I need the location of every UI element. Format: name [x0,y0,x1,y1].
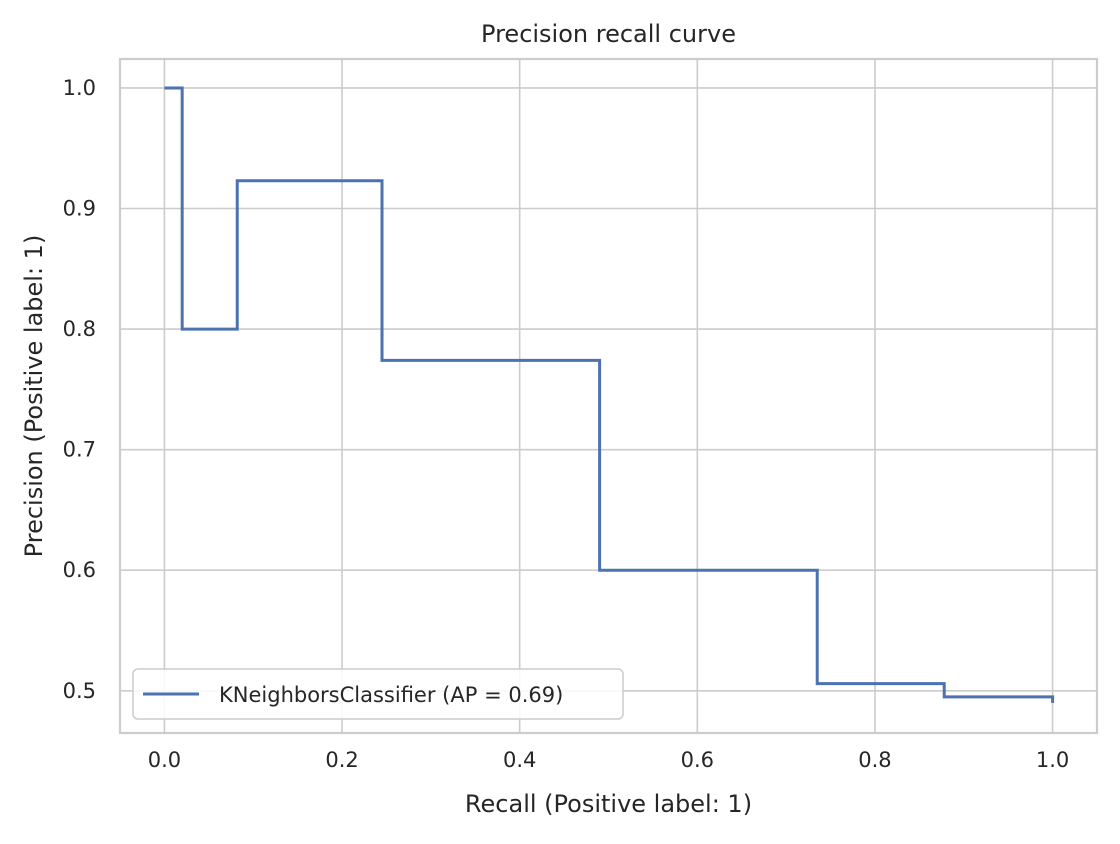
x-tick-label: 0.6 [681,748,714,772]
legend-box [132,668,624,720]
x-tick-label: 1.0 [1036,748,1069,772]
legend-label: KNeighborsClassifier (AP = 0.69) [219,683,563,707]
series-line [164,86,1055,703]
x-tick-label: 0.8 [858,748,891,772]
legend: KNeighborsClassifier (AP = 0.69) [132,668,624,720]
y-tick-label: 0.7 [63,438,96,462]
y-tick-label: 0.8 [63,317,96,341]
y-tick-label: 1.0 [63,76,96,100]
x-axis-label: Recall (Positive label: 1) [465,790,752,818]
x-tick-label: 0.0 [148,748,181,772]
plot-frame [118,57,1099,735]
y-axis-label: Precision (Positive label: 1) [20,235,48,558]
x-tick-label: 0.2 [325,748,358,772]
y-tick-label: 0.5 [63,679,96,703]
y-tick-label: 0.6 [63,558,96,582]
chart-title: Precision recall curve [481,20,736,48]
y-tick-label: 0.9 [63,197,96,221]
x-tick-label: 0.4 [503,748,536,772]
